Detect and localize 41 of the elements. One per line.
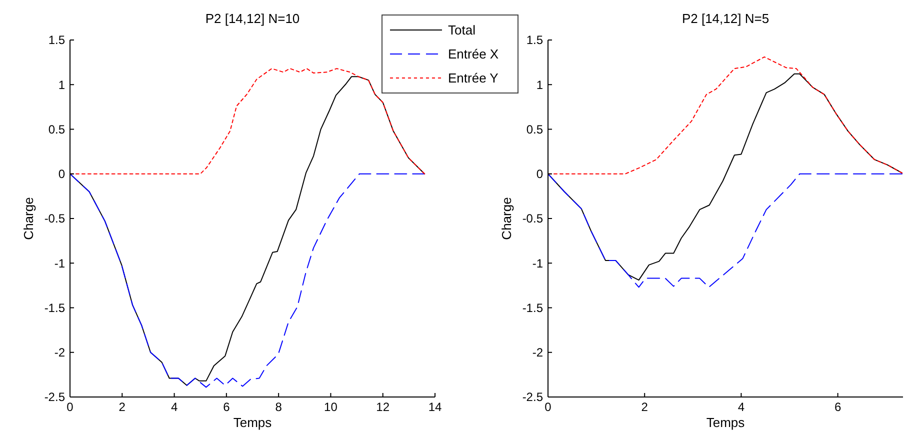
line-series <box>548 173 903 288</box>
y-tick-label: -2 <box>532 346 544 360</box>
x-tick-label: 10 <box>324 400 338 414</box>
y-tick-label: -0.5 <box>44 212 66 226</box>
y-tick-label: -2 <box>54 346 66 360</box>
y-tick-label: -0.5 <box>522 212 544 226</box>
y-axis-title: Charge <box>499 197 514 240</box>
y-tick-label: -1.5 <box>44 300 66 315</box>
x-tick-label: 12 <box>376 400 390 414</box>
chart-title: P2 [14,12] N=5 <box>682 11 770 26</box>
x-axis-title: Temps <box>706 415 746 430</box>
y-tick-label: 0.5 <box>526 122 544 136</box>
x-tick-label: 2 <box>118 400 126 414</box>
y-tick-label: 1.5 <box>48 33 66 48</box>
x-tick-label: 4 <box>170 400 178 414</box>
y-tick-label: 1 <box>58 78 66 92</box>
x-tick-label: 4 <box>738 400 745 414</box>
x-tick-label: 0 <box>544 400 552 414</box>
y-tick-label: 0.5 <box>48 122 66 136</box>
x-tick-label: 2 <box>641 400 648 414</box>
y-tick-label: -1 <box>54 256 66 270</box>
y-tick-label: 1 <box>536 78 544 92</box>
chart-title: P2 [14,12] N=10 <box>205 11 300 26</box>
x-tick-label: 8 <box>275 400 282 414</box>
x-tick-label: 6 <box>223 400 230 414</box>
legend-label: Entrée X <box>448 46 499 62</box>
x-tick-label: 6 <box>834 400 842 414</box>
x-tick-label: 0 <box>66 400 74 414</box>
y-tick-label: -2.5 <box>44 390 66 404</box>
y-tick-label: -1.5 <box>522 300 544 315</box>
line-series <box>70 173 426 388</box>
y-axis-title: Charge <box>21 197 36 240</box>
y-tick-label: 1.5 <box>526 33 544 48</box>
y-tick-label: -1 <box>532 256 544 270</box>
x-tick-label: 14 <box>428 400 442 414</box>
y-tick-label: 0 <box>536 167 544 182</box>
y-tick-label: -2.5 <box>522 390 544 404</box>
legend-label: Entrée Y <box>448 70 499 86</box>
legend-label: Total <box>448 22 476 38</box>
x-axis-title: Temps <box>233 415 272 430</box>
y-tick-label: 0 <box>58 167 66 182</box>
